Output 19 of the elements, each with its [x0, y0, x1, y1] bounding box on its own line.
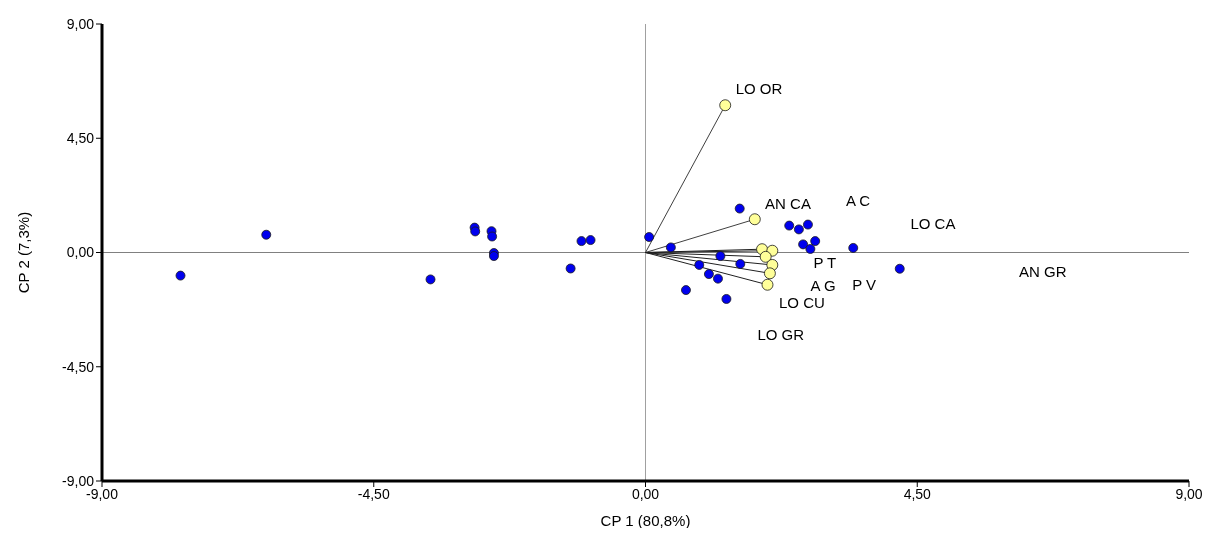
- annotation: P V: [852, 276, 877, 294]
- x-tick-label: 9,00: [1175, 485, 1203, 502]
- x-tick-label: -4,50: [357, 485, 390, 502]
- y-tick-label: -4,50: [62, 358, 95, 375]
- y-tick-label: 9,00: [66, 15, 95, 32]
- annotation: AN CA: [765, 195, 811, 213]
- annotation: LO CA: [910, 215, 956, 233]
- annotation: LO OR: [735, 80, 783, 98]
- y-axis-title: CP 2 (7,3%): [15, 211, 33, 294]
- y-tick-label: 0,00: [66, 244, 95, 261]
- annotation: AN GR: [1019, 263, 1067, 281]
- annotation: A G: [810, 277, 836, 295]
- x-tick-label: 0,00: [631, 485, 660, 502]
- annotation: A C: [845, 192, 871, 210]
- annotation: P T: [813, 254, 837, 272]
- y-tick-label: 4,50: [66, 130, 95, 147]
- annotation: LO CU: [778, 294, 825, 312]
- annotation: LO GR: [757, 326, 805, 344]
- x-tick-label: 4,50: [903, 485, 932, 502]
